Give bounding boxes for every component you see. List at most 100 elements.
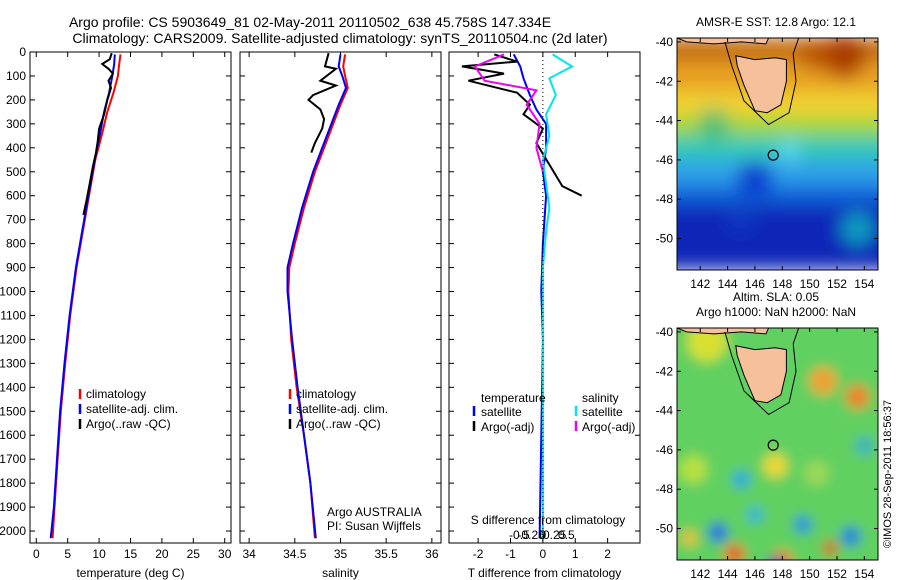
- sla-eddy: [687, 328, 728, 362]
- salinity-panel: 34 34.5 35 35.5 36 salinity climatologysatelli…: [239, 51, 442, 580]
- legend-label: climatology: [296, 387, 356, 401]
- x-tick-label: 148: [772, 277, 792, 291]
- x-tick-label: 2: [604, 547, 611, 561]
- x-tick-label: 144: [718, 567, 738, 580]
- sla-eddy: [681, 530, 698, 547]
- y-tick-label: -46: [656, 443, 674, 457]
- s-tick-label: 0.5: [558, 528, 575, 542]
- legend-label: Argo(-adj): [582, 420, 635, 434]
- x-tick-label: 154: [854, 277, 874, 291]
- y-tick-label: -48: [656, 482, 674, 496]
- legend-label: climatology: [86, 387, 146, 401]
- x-tick-label: 35: [334, 547, 348, 561]
- sla-eddy: [840, 526, 861, 547]
- sla-eddy: [679, 455, 708, 484]
- series-line-argo-raw-qc-: [307, 52, 339, 153]
- annotation-text: Argo AUSTRALIA: [327, 505, 422, 519]
- x-tick-label: -2: [473, 547, 484, 561]
- x-tick-label: 144: [718, 277, 738, 291]
- temperature-panel: 0 5 10 15 20 25 300100200300400500600700800900…: [0, 45, 232, 580]
- x-tick-label: 5: [64, 547, 71, 561]
- map-frame: [676, 37, 879, 271]
- y-tick-label: 800: [6, 237, 26, 251]
- s-tick-label: 0: [540, 528, 547, 542]
- legend-title: salinity: [582, 391, 619, 405]
- y-tick-label: -44: [656, 404, 674, 418]
- legend-label: satellite: [481, 405, 522, 419]
- legend-label: Argo(..raw -QC): [296, 417, 381, 431]
- y-tick-label: -42: [656, 74, 674, 88]
- axes-frame: [29, 51, 232, 544]
- y-tick-label: -48: [656, 192, 674, 206]
- map-title: Altim. SLA: 0.05: [733, 290, 819, 304]
- sst-patch: [841, 212, 874, 245]
- y-tick-label: 900: [6, 261, 26, 275]
- shelf-contour: [724, 328, 800, 416]
- x-tick-label: 25: [187, 547, 201, 561]
- y-tick-label: -44: [656, 114, 674, 128]
- axes-frame: [239, 51, 442, 544]
- sla-eddy: [770, 557, 781, 560]
- difference-panel: -2 -1 0 1 2 T difference from climatology -0.5…: [448, 51, 641, 580]
- copyright-label: ©IMOS 28-Sep-2011 18:56:37: [882, 400, 894, 548]
- sst-patch: [800, 38, 833, 70]
- y-tick-label: 0: [19, 45, 26, 59]
- y-tick-label: -40: [656, 35, 674, 49]
- sla-eddy: [793, 515, 812, 534]
- s-tick-label: -0.5: [509, 528, 530, 542]
- tasmania-land: [735, 55, 787, 114]
- sla-map-panel: -40 -42 -44 -46 -48 -50 142 144 146 148 150 152 154 A…: [656, 290, 879, 580]
- y-tick-label: 1500: [0, 404, 26, 418]
- y-tick-label: 1400: [0, 380, 26, 394]
- s-tick-label: 0.25: [543, 528, 567, 542]
- sst-map-panel: -40 -42 -44 -46 -48 -50 142 144 146 148 150 152 154 A…: [656, 15, 879, 291]
- sla-eddy: [809, 367, 838, 396]
- sst-band: [677, 159, 878, 186]
- argo-position-marker: [767, 149, 779, 161]
- y-tick-label: 600: [6, 189, 26, 203]
- x-tick-label: 15: [124, 547, 138, 561]
- y-tick-label: 200: [6, 93, 26, 107]
- sst-patch: [727, 204, 756, 233]
- series-line-satellite-adj-clim-: [286, 54, 348, 539]
- y-tick-label: -50: [656, 232, 674, 246]
- sla-eddy: [708, 522, 729, 543]
- s-tick-label: -0.25: [517, 528, 545, 542]
- sla-eddy: [845, 384, 870, 409]
- x-tick-label: 34: [242, 547, 256, 561]
- x-tick-label: 34.5: [283, 547, 307, 561]
- y-tick-label: 1600: [0, 428, 26, 442]
- x-tick-label: -1: [505, 547, 516, 561]
- x-tick-label: 142: [690, 567, 710, 580]
- y-tick-label: 500: [6, 165, 26, 179]
- x-tick-label: 154: [854, 567, 874, 580]
- x-tick-label: 1: [572, 547, 579, 561]
- sst-patch: [736, 161, 773, 198]
- map-subtitle: Argo h1000: NaN h2000: NaN: [696, 305, 856, 319]
- sst-patch: [821, 38, 866, 78]
- legend-label: satellite: [582, 405, 623, 419]
- x-tick-label: 150: [800, 277, 820, 291]
- sla-eddy: [763, 453, 788, 478]
- x-tick-label: 152: [827, 277, 847, 291]
- sla-eddy: [724, 544, 745, 560]
- figure-title-line1: Argo profile: CS 5903649_81 02-May-2011 …: [69, 14, 551, 30]
- map-frame: [676, 327, 879, 561]
- legend-title: temperature: [481, 391, 546, 405]
- x-tick-label: 20: [155, 547, 169, 561]
- tasmania-land: [735, 345, 787, 404]
- y-tick-label: 1200: [0, 332, 26, 346]
- x-tick-label: 36: [425, 547, 439, 561]
- shelf-contour: [724, 38, 800, 126]
- sla-eddy: [823, 541, 838, 556]
- figure-title-line2: Climatology: CARS2009. Satellite-adjuste…: [72, 30, 607, 46]
- y-tick-label: -42: [656, 364, 674, 378]
- sla-eddy: [804, 461, 829, 486]
- sst-patch: [777, 138, 802, 163]
- x-tick-label: 152: [827, 567, 847, 580]
- map-title: AMSR-E SST: 12.8 Argo: 12.1: [696, 15, 856, 29]
- y-tick-label: -50: [656, 522, 674, 536]
- y-tick-label: 1300: [0, 356, 26, 370]
- series-line-temperature-argo-adj-: [461, 53, 583, 197]
